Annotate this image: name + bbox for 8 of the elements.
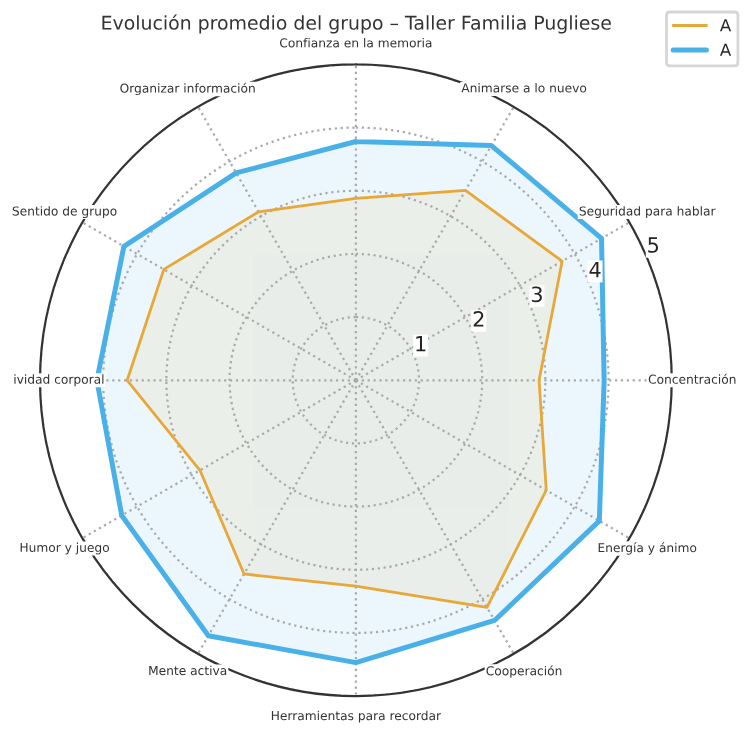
y-tick-label: 1 bbox=[416, 336, 426, 352]
y-tick-label: 4 bbox=[589, 262, 601, 278]
legend-label: A bbox=[719, 43, 732, 56]
y-tick-label: 5 bbox=[648, 237, 659, 253]
y-tick-label: 2 bbox=[473, 311, 484, 327]
legend-label: A bbox=[719, 19, 732, 32]
y-tick-label: 3 bbox=[531, 286, 542, 303]
chart-title: Evolución promedio del grupo – Taller Familia Pugliese bbox=[102, 14, 611, 34]
